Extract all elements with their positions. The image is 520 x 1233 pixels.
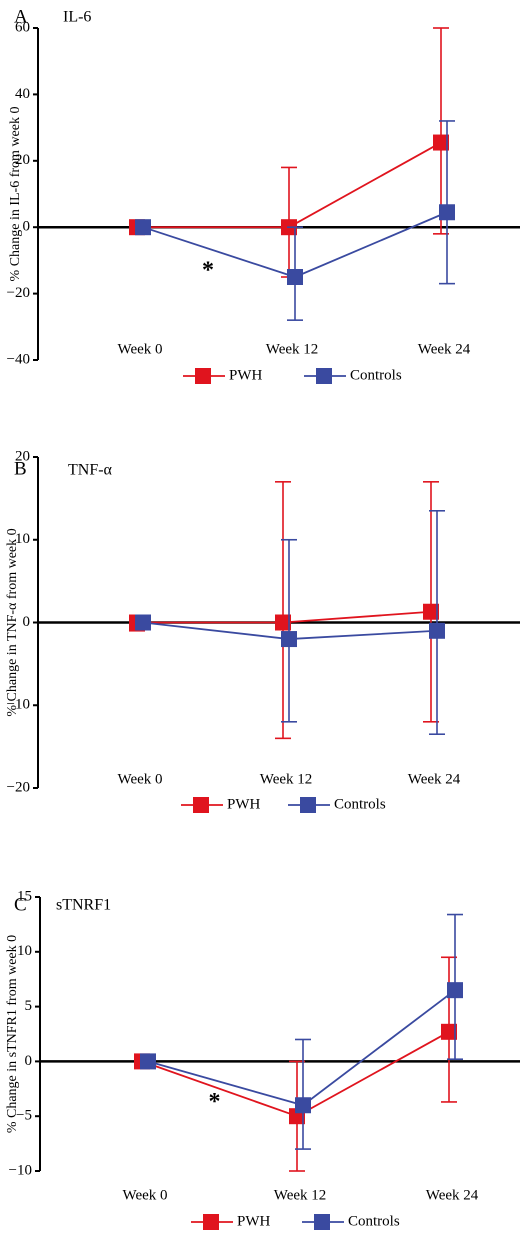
- panel-letter: B: [14, 458, 27, 479]
- legend-label: PWH: [229, 367, 263, 383]
- data-point: [135, 614, 151, 631]
- y-axis-label: % Change in sTNFR1 from week 0: [5, 935, 20, 1133]
- panel-letter: A: [14, 6, 28, 27]
- legend: PWH Controls: [191, 1213, 400, 1230]
- y-tick-label: 60: [15, 19, 30, 35]
- legend-marker: [193, 797, 209, 813]
- series-controls: [140, 913, 463, 1150]
- legend-label: Controls: [334, 796, 386, 812]
- x-category-label: Week 0: [122, 1187, 167, 1203]
- x-category-label: Week 24: [408, 771, 461, 787]
- x-category-label: Week 0: [117, 771, 162, 787]
- legend-marker: [203, 1214, 219, 1230]
- y-tick-label: −20: [7, 779, 30, 795]
- x-category-label: Week 12: [266, 341, 319, 357]
- data-point: [135, 219, 151, 236]
- y-tick-label: 40: [15, 86, 30, 102]
- chart-title: IL-6: [63, 9, 91, 26]
- data-point: [441, 1023, 457, 1040]
- series-controls: [135, 509, 445, 736]
- data-point: [140, 1053, 156, 1070]
- chart-panel-b: B TNF-α 20 10 0 −10 −20 % Change in TNF-α from …: [5, 448, 520, 813]
- legend: PWH Controls: [181, 796, 386, 813]
- x-category-label: Week 12: [260, 771, 313, 787]
- y-tick-label: −10: [7, 697, 30, 713]
- x-category-label: Week 0: [117, 341, 162, 357]
- y-tick-label: 0: [23, 614, 31, 630]
- y-tick-label: 0: [23, 219, 31, 235]
- y-tick-label: 20: [15, 448, 30, 464]
- data-point: [295, 1097, 311, 1114]
- significance-marker: *: [209, 1089, 221, 1115]
- series-pwh: [134, 956, 457, 1172]
- panel-letter: C: [14, 894, 27, 915]
- y-tick-label: −40: [7, 351, 30, 367]
- data-point: [287, 269, 303, 285]
- y-tick-label: 10: [15, 531, 30, 547]
- y-tick-label: −5: [16, 1108, 32, 1124]
- x-category-label: Week 12: [274, 1187, 327, 1203]
- series-controls: [135, 120, 455, 321]
- y-axis-label: % Change in IL-6 from week 0: [8, 107, 23, 282]
- data-point: [275, 614, 291, 631]
- series-pwh: [129, 481, 439, 740]
- y-tick-label: −10: [9, 1162, 32, 1178]
- chart-title: sTNRF1: [56, 897, 111, 914]
- data-point: [281, 631, 297, 648]
- y-tick-label: 10: [17, 943, 32, 959]
- y-tick-label: 5: [25, 998, 33, 1014]
- y-tick-label: −20: [7, 285, 30, 301]
- y-tick-label: 20: [15, 152, 30, 168]
- legend-marker: [195, 368, 211, 384]
- legend-label: PWH: [227, 796, 261, 812]
- legend-label: Controls: [348, 1213, 400, 1229]
- significance-marker: *: [202, 258, 214, 284]
- legend-marker: [300, 797, 316, 813]
- legend-marker: [314, 1214, 330, 1230]
- data-point: [439, 204, 455, 221]
- legend-label: PWH: [237, 1213, 271, 1229]
- legend-marker: [316, 368, 332, 384]
- data-point: [423, 603, 439, 620]
- x-category-label: Week 24: [418, 341, 471, 357]
- chart-panel-a: A IL-6 60 40 20 0 −20 −40 % Change in IL-6 from …: [7, 6, 520, 384]
- y-tick-label: 0: [25, 1053, 33, 1069]
- legend: PWH Controls: [183, 367, 402, 384]
- legend-label: Controls: [350, 367, 402, 383]
- data-point: [447, 982, 463, 999]
- chart-title: TNF-α: [68, 462, 113, 479]
- series-pwh: [129, 27, 449, 278]
- y-tick-label: 15: [17, 888, 32, 904]
- data-point: [429, 622, 445, 639]
- y-axis-label: % Change in TNF-α from week 0: [5, 528, 20, 716]
- series-line: [147, 989, 456, 1107]
- x-category-label: Week 24: [426, 1187, 479, 1203]
- data-point: [433, 134, 449, 151]
